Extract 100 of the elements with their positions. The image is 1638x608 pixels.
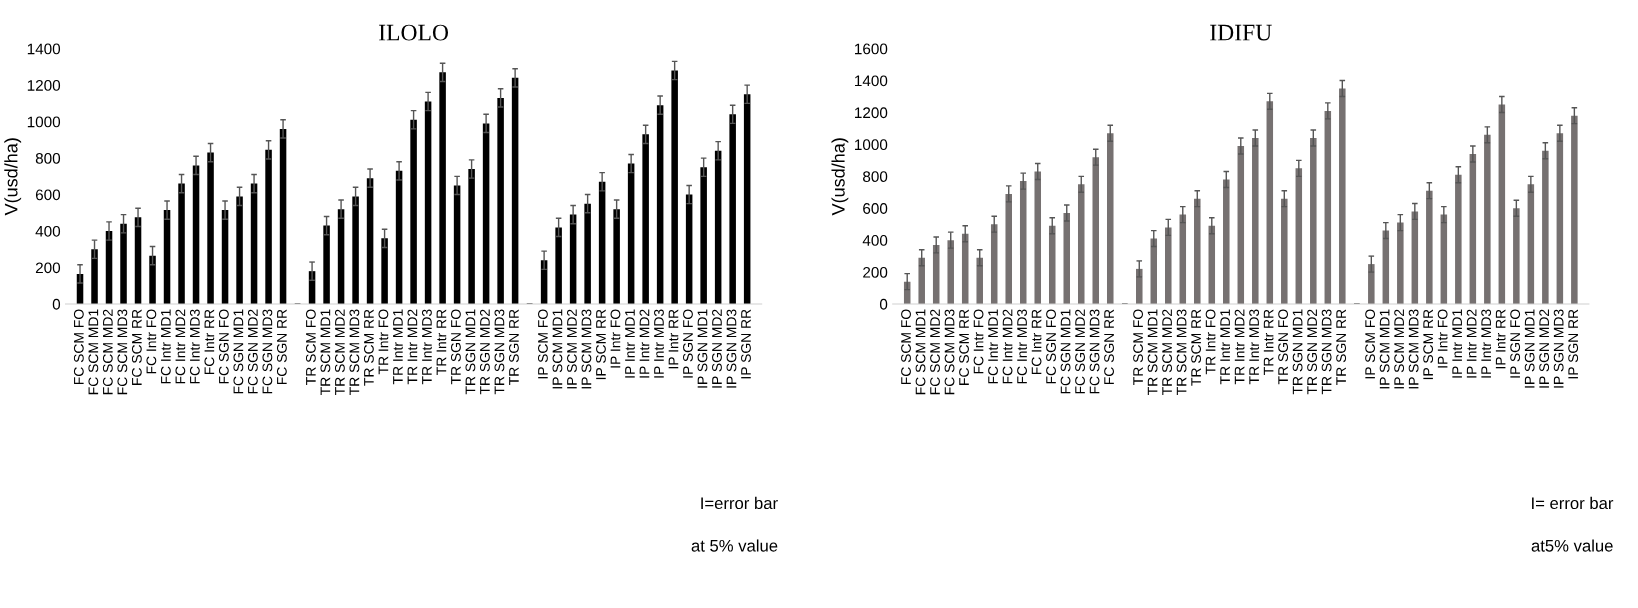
x-tick-label: TR SGN RR <box>509 309 519 385</box>
x-tick-label: IP Intr MD3 <box>654 309 664 378</box>
x-tick-label: FC SCM MD3 <box>944 309 955 395</box>
x-tick-label: IP Intr MD1 <box>625 309 635 378</box>
y-axis-title: V(usd/ha) <box>4 138 22 216</box>
x-tick-label: TR SCM FO <box>305 309 316 385</box>
x-tick-label: IP SGN FO <box>683 309 693 378</box>
x-tick-label: TR Intr FO <box>1205 309 1216 375</box>
x-tick-label: TR SCM MD2 <box>334 309 345 395</box>
x-tick-label: TR SGN MD3 <box>494 309 505 395</box>
y-tick-label: 400 <box>35 225 61 237</box>
x-tick-label: TR Intr FO <box>378 309 389 375</box>
x-tick-label: FC Intr MD3 <box>1017 309 1027 384</box>
x-tick-label: IP Intr RR <box>1495 309 1506 369</box>
x-tick-label: IP SCM RR <box>596 309 606 380</box>
text: at 5% value <box>691 539 778 552</box>
x-tick-label: FC SGN MD2 <box>1075 309 1085 394</box>
x-tick-label: FC SGN MD1 <box>233 309 244 394</box>
text: I=error bar <box>701 496 778 510</box>
x-tick-label: IP SCM FO <box>538 309 548 379</box>
chart-title: IDIFU <box>1210 24 1272 41</box>
x-tick-label: IP SGN MD3 <box>726 309 737 388</box>
x-tick-label: FC Intr MD2 <box>175 309 186 384</box>
x-tick-label: FC SGN FO <box>218 309 229 384</box>
y-tick-label: 1000 <box>855 139 888 151</box>
x-tick-label: IP Intr MD2 <box>639 309 650 378</box>
x-tick-label: FC Intr RR <box>204 309 215 375</box>
x-tick-label: TR SCM MD3 <box>349 309 360 395</box>
x-tick-label: IP SCM MD1 <box>1379 309 1390 389</box>
x-tick-label: TR SGN MD2 <box>480 309 490 395</box>
x-tick-label: FC SGN MD2 <box>247 309 258 394</box>
x-tick-label: IP SCM MD2 <box>567 309 577 389</box>
x-tick-label: TR SGN MD2 <box>1307 309 1318 395</box>
y-tick-label: 1200 <box>855 107 888 119</box>
x-tick-label: IP SCM MD3 <box>1408 309 1419 389</box>
x-tick-label: IP Intr MD1 <box>1452 309 1463 378</box>
x-tick-label: TR SCM FO <box>1133 309 1143 385</box>
x-tick-label: FC SCM MD1 <box>88 309 99 395</box>
x-tick-label: FC Intr MD1 <box>988 309 998 384</box>
x-tick-label: IP SGN RR <box>1568 309 1579 379</box>
x-tick-label: FC SGN RR <box>276 309 287 385</box>
x-tick-label: IP SGN MD1 <box>697 309 708 388</box>
text: I= error bar <box>1532 496 1614 510</box>
x-tick-label: TR SCM MD1 <box>1147 309 1158 395</box>
y-tick-label: 600 <box>863 203 888 214</box>
x-tick-label: FC SGN RR <box>1104 309 1114 385</box>
chart-title: ILOLO <box>379 24 449 41</box>
x-tick-label: TR Intr MD3 <box>1249 309 1260 385</box>
x-tick-label: TR SGN FO <box>1278 309 1289 385</box>
x-tick-label: TR SGN RR <box>1336 309 1347 385</box>
x-tick-label: TR Intr MD1 <box>1220 309 1230 385</box>
x-tick-label: IP Intr FO <box>610 309 621 368</box>
y-tick-label: 1200 <box>27 79 61 91</box>
y-tick-label: 200 <box>863 266 888 278</box>
x-tick-label: FC SCM RR <box>959 309 969 385</box>
x-tick-label: FC SGN MD1 <box>1060 309 1071 394</box>
x-tick-label: IP SGN FO <box>1510 309 1521 378</box>
x-tick-label: FC Intr FO <box>973 309 984 374</box>
x-tick-label: FC SCM MD2 <box>102 309 113 395</box>
y-tick-label: 1000 <box>27 116 61 128</box>
x-tick-label: IP SCM MD3 <box>581 309 592 389</box>
x-tick-label: TR SGN MD1 <box>465 309 476 395</box>
x-tick-label: IP SCM RR <box>1423 309 1434 380</box>
x-tick-label: TR Intr RR <box>1263 309 1274 375</box>
x-tick-label: FC SGN MD3 <box>1089 309 1100 394</box>
x-tick-label: IP Intr RR <box>668 309 679 369</box>
x-tick-label: FC Intr FO <box>146 309 157 374</box>
x-tick-label: TR SGN MD1 <box>1292 309 1303 395</box>
x-tick-label: FC SCM MD2 <box>930 309 940 395</box>
y-tick-label: 600 <box>35 189 61 201</box>
y-tick-label: 200 <box>35 262 61 274</box>
x-tick-label: IP SGN MD3 <box>1553 309 1564 388</box>
y-tick-label: 1600 <box>855 43 888 55</box>
y-tick-label: 400 <box>862 235 888 246</box>
x-tick-label: FC Intr MD3 <box>189 309 200 384</box>
x-tick-label: FC SCM FO <box>901 309 911 385</box>
y-tick-label: 0 <box>879 298 888 310</box>
y-tick-label: 800 <box>863 171 888 183</box>
x-tick-label: TR SCM RR <box>1191 309 1201 386</box>
x-tick-label: TR Intr MD2 <box>407 309 418 385</box>
y-tick-label: 1400 <box>27 43 61 55</box>
x-tick-label: IP Intr MD3 <box>1481 309 1492 378</box>
x-tick-label: IP Intr MD2 <box>1466 309 1477 378</box>
y-tick-label: 0 <box>52 298 61 310</box>
x-tick-label: IP Intr FO <box>1437 309 1448 368</box>
x-tick-label: IP SGN MD1 <box>1524 309 1535 388</box>
x-tick-label: TR Intr MD2 <box>1234 309 1245 385</box>
x-tick-label: IP SGN MD2 <box>712 309 722 388</box>
x-tick-label: FC SCM MD1 <box>915 309 926 395</box>
y-tick-label: 1400 <box>855 75 888 87</box>
x-tick-label: TR SCM MD3 <box>1176 309 1187 395</box>
x-tick-label: TR SCM RR <box>363 309 374 386</box>
x-tick-label: TR Intr RR <box>436 309 447 375</box>
x-tick-label: FC SCM MD3 <box>117 309 128 395</box>
x-tick-label: TR Intr MD3 <box>421 309 432 385</box>
x-tick-label: FC SGN FO <box>1046 309 1056 384</box>
x-tick-label: IP SGN MD2 <box>1539 309 1550 388</box>
x-tick-label: FC SCM FO <box>73 309 84 385</box>
x-tick-label: TR SGN FO <box>451 309 461 385</box>
x-tick-label: TR Intr MD1 <box>393 309 403 385</box>
